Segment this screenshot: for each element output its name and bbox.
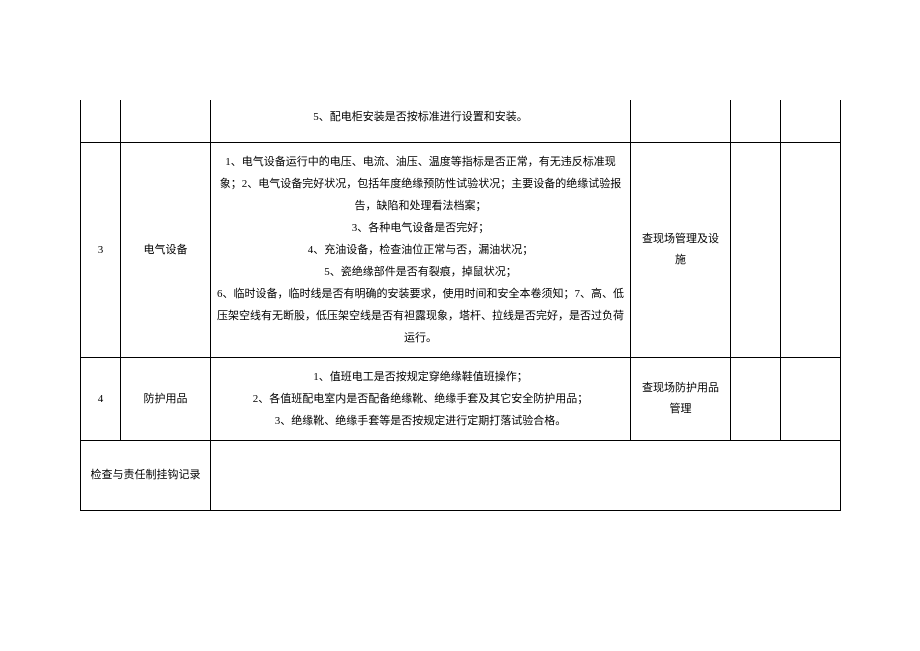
cell-empty1 xyxy=(731,143,781,358)
cell-num xyxy=(81,100,121,143)
cell-category xyxy=(121,100,211,143)
table-row: 5、配电柜安装是否按标准进行设置和安装。 xyxy=(81,100,841,143)
cell-method: 查现场管理及设施 xyxy=(631,143,731,358)
cell-empty1 xyxy=(731,100,781,143)
cell-empty1 xyxy=(731,358,781,441)
footer-row: 检查与责任制挂钩记录 xyxy=(81,441,841,511)
cell-empty2 xyxy=(781,143,841,358)
cell-empty2 xyxy=(781,358,841,441)
footer-label: 检查与责任制挂钩记录 xyxy=(81,441,211,511)
inspection-table: 5、配电柜安装是否按标准进行设置和安装。 3 电气设备 1、电气设备运行中的电压… xyxy=(80,100,841,511)
cell-num: 4 xyxy=(81,358,121,441)
footer-value xyxy=(211,441,841,511)
cell-content: 5、配电柜安装是否按标准进行设置和安装。 xyxy=(211,100,631,143)
cell-category: 防护用品 xyxy=(121,358,211,441)
table-row: 3 电气设备 1、电气设备运行中的电压、电流、油压、温度等指标是否正常，有无违反… xyxy=(81,143,841,358)
table-row: 4 防护用品 1、值班电工是否按规定穿绝缘鞋值班操作；2、各值班配电室内是否配备… xyxy=(81,358,841,441)
cell-content: 1、电气设备运行中的电压、电流、油压、温度等指标是否正常，有无违反标准现象；2、… xyxy=(211,143,631,358)
cell-content: 1、值班电工是否按规定穿绝缘鞋值班操作；2、各值班配电室内是否配备绝缘靴、绝缘手… xyxy=(211,358,631,441)
cell-category: 电气设备 xyxy=(121,143,211,358)
table-body: 5、配电柜安装是否按标准进行设置和安装。 3 电气设备 1、电气设备运行中的电压… xyxy=(81,100,841,511)
cell-empty2 xyxy=(781,100,841,143)
cell-method xyxy=(631,100,731,143)
cell-method: 查现场防护用品管理 xyxy=(631,358,731,441)
cell-num: 3 xyxy=(81,143,121,358)
